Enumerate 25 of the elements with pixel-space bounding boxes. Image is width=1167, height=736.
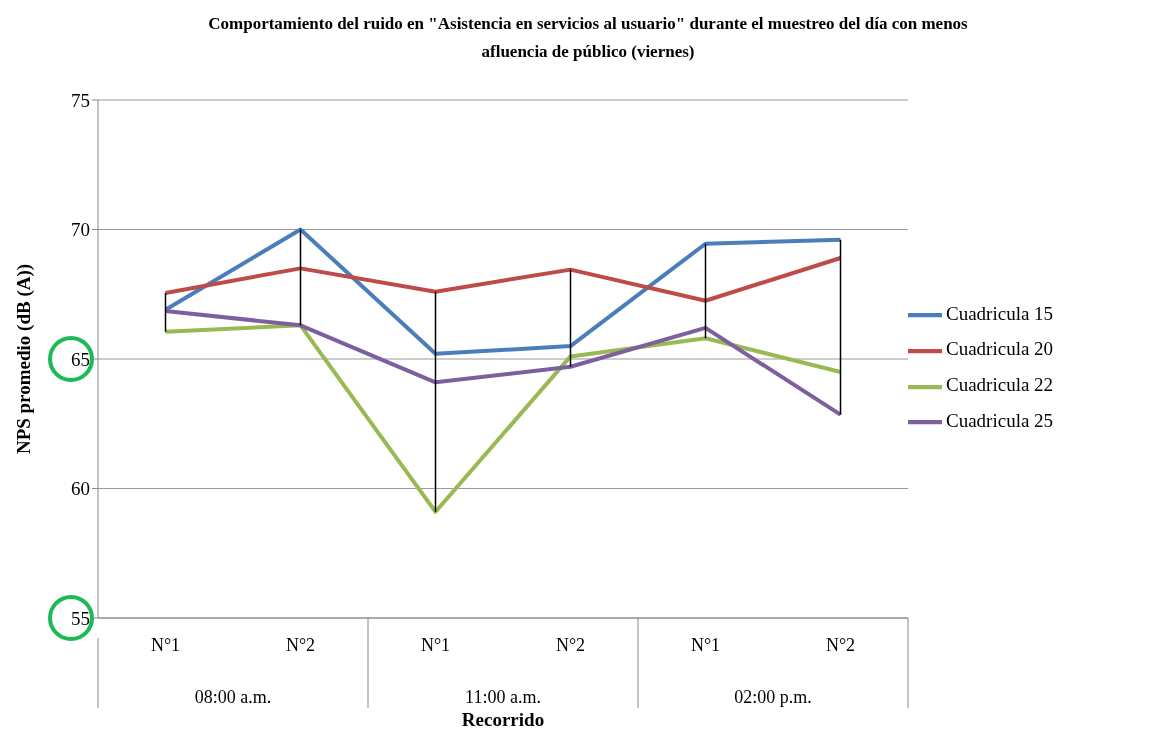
y-tick-label: 75 — [71, 89, 90, 111]
line-series — [163, 255, 843, 303]
x-tick-label: N°1 — [420, 634, 451, 655]
x-axis-title: Recorrido — [461, 709, 545, 730]
line-series — [163, 323, 843, 514]
x-tick-label: N°2 — [555, 634, 586, 655]
text: 02:00 p.m. — [734, 687, 812, 707]
legend-label: Cuadricula 22 — [946, 374, 1054, 395]
y-tick-label: 70 — [71, 219, 90, 241]
line-series — [163, 227, 843, 356]
legend-label: Cuadricula 20 — [946, 338, 1054, 360]
legend-label: Cuadricula 25 — [946, 409, 1054, 431]
line-series — [163, 309, 843, 417]
y-tick-label: 55 — [71, 607, 90, 629]
y-tick-label: 60 — [71, 478, 90, 500]
chart-title: Comportamiento del ruido en "Asistencia en servicios al usuario" durante el muestreo del día con menos afluencia de público (viernes) — [207, 13, 969, 63]
text: 08:00 a.m. — [194, 687, 272, 707]
text: 11:00 a.m. — [465, 687, 541, 707]
y-axis-title: NPS promedio (dB (A)) — [13, 263, 35, 455]
x-tick-label: N°1 — [690, 634, 721, 655]
legend-label: Cuadricula 15 — [946, 302, 1054, 324]
x-tick-label: N°2 — [825, 634, 856, 655]
y-tick-label: 65 — [71, 348, 90, 370]
x-tick-label: N°1 — [150, 634, 181, 655]
x-tick-label: N°2 — [285, 634, 316, 655]
